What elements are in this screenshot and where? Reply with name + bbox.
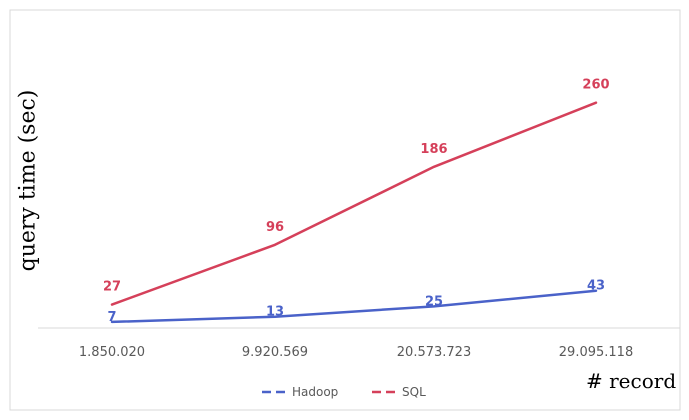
x-tick-label: 1.850.020 bbox=[79, 345, 145, 360]
data-labels: 7 13 25 43 27 96 186 260 bbox=[103, 78, 610, 325]
x-tick-label: 29.095.118 bbox=[559, 345, 633, 360]
y-axis-title: query time (sec) bbox=[8, 60, 48, 300]
legend: Hadoop SQL bbox=[262, 385, 426, 399]
data-label-hadoop: 7 bbox=[107, 310, 116, 325]
data-label-sql: 27 bbox=[103, 280, 121, 295]
x-tick-labels: 1.850.020 9.920.569 20.573.723 29.095.118 bbox=[79, 345, 633, 360]
x-axis-title: # record bbox=[586, 369, 677, 393]
data-label-sql: 186 bbox=[420, 142, 447, 157]
data-label-hadoop: 25 bbox=[425, 294, 443, 309]
data-label-hadoop: 13 bbox=[266, 305, 284, 320]
y-axis-title-text: query time (sec) bbox=[15, 89, 41, 271]
data-label-sql: 260 bbox=[582, 78, 609, 93]
legend-label-hadoop: Hadoop bbox=[292, 385, 338, 399]
data-label-sql: 96 bbox=[266, 220, 284, 235]
x-tick-label: 9.920.569 bbox=[242, 345, 308, 360]
series-line-hadoop bbox=[110, 289, 598, 324]
legend-label-sql: SQL bbox=[402, 385, 426, 399]
x-tick-label: 20.573.723 bbox=[397, 345, 471, 360]
series-lines bbox=[110, 101, 598, 324]
data-label-hadoop: 43 bbox=[587, 279, 605, 294]
series-line-sql bbox=[110, 101, 598, 306]
